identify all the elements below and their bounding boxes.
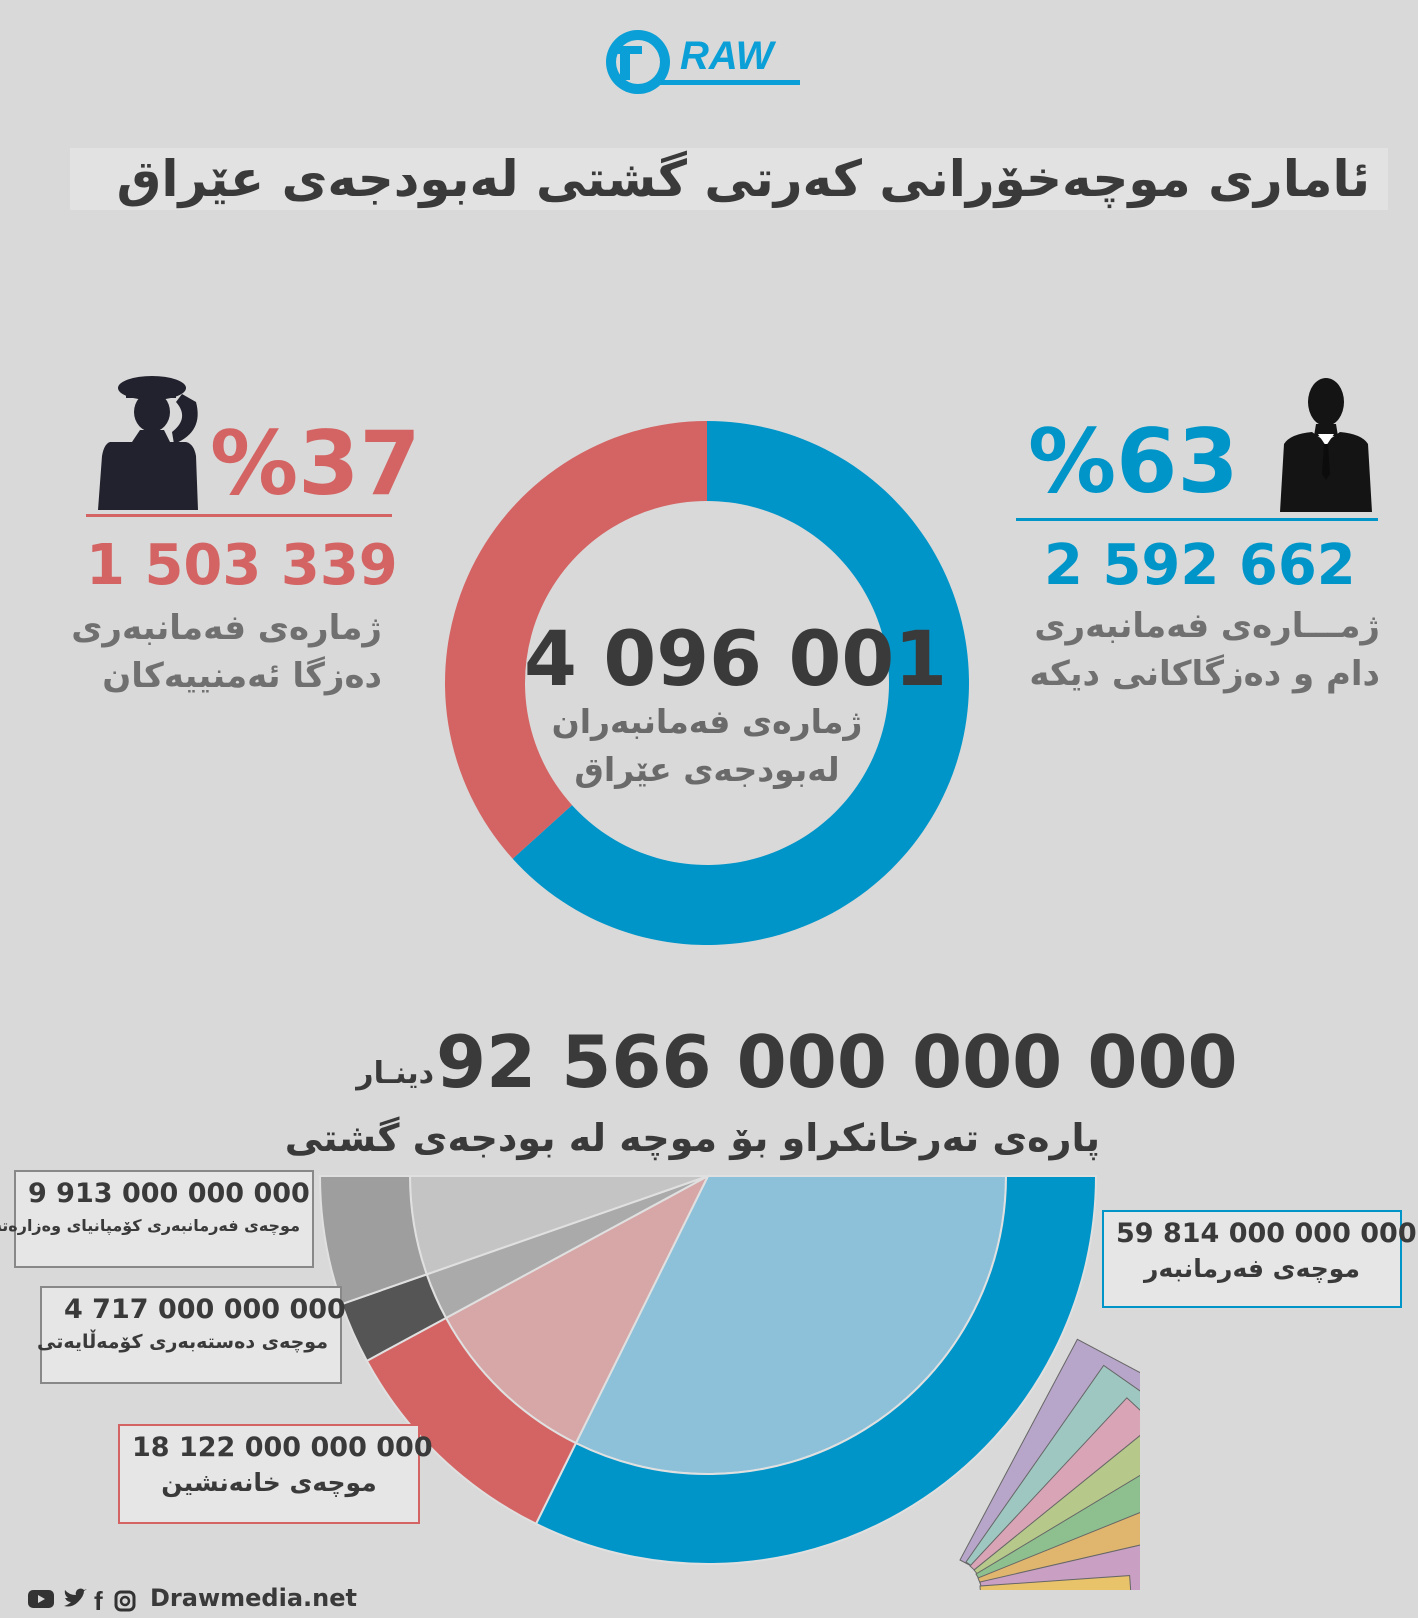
social-box: 4 717 000 000 000 موچەی دەستەبەری کۆمەڵا… [36,1286,346,1384]
twitter-icon[interactable] [62,1588,88,1610]
employees-label: موچەی فەرمانبەر [1144,1254,1360,1283]
budget-label: پارەی تەرخانکراو بۆ موچە لە بودجەی گشتی [284,1116,1100,1160]
civil-count: 2 592 662 [1044,533,1356,598]
banknotes-icon [959,1338,1140,1590]
center-label-1: ژمارەی فەمانبەران [551,702,863,741]
pension-box: 18 122 000 000 000 موچەی خانەنشین [118,1424,433,1524]
civil-percent: %63 [1028,410,1239,513]
center-label-2: لەبودجەی عێراق [574,750,840,789]
half-slice-companies [318,1175,428,1306]
half-inner-pension [444,1173,711,1445]
civil-label-1: ژمـــارەی فەمانبەری [1034,606,1380,646]
social-label: موچەی دەستەبەری کۆمەڵایەتی [36,1331,328,1353]
instagram-icon[interactable] [114,1590,136,1612]
civil-rule [1016,518,1378,521]
budget-unit: دینـار [356,1056,434,1091]
half-slice-social [340,1273,448,1363]
security-label-1: ژمارەی فەمانبەری [71,608,382,648]
companies-label: موچەی فەرمانبەری کۆمپانیای وەزارەتەکان [0,1216,300,1235]
pension-label: موچەی خانەنشین [161,1468,377,1497]
security-count: 1 503 339 [86,533,398,598]
security-percent: %37 [210,412,421,515]
website-link[interactable]: Drawmedia.net [150,1584,357,1612]
companies-box: 9 913 000 000 000 موچەی فەرمانبەری کۆمپا… [0,1170,314,1268]
half-inner-companies [408,1175,709,1276]
social-value: 4 717 000 000 000 [64,1294,346,1325]
saluting-soldier-icon [86,372,216,512]
donut-slice-security [444,421,707,859]
center-total: 4 096 001 [524,614,948,703]
page-title: ئاماری موچەخۆرانی کەرتی گشتی لەبودجەی عێ… [116,150,1370,208]
civil-label-2: دام و دەزگاکانی دیکە [1029,654,1380,694]
logo-text: RAW [680,34,774,78]
youtube-icon[interactable] [28,1590,54,1608]
title-bar [70,148,1388,210]
employees-value: 59 814 000 000 000 [1116,1218,1417,1249]
businessman-icon [1276,374,1376,514]
facebook-icon[interactable]: f [94,1586,103,1616]
employees-donut-chart [444,421,969,945]
security-rule [86,514,392,517]
donut-slice-civil [512,421,969,945]
half-inner-social [425,1175,709,1320]
budget-total: 92 566 000 000 000 [436,1020,1238,1104]
employees-box: 59 814 000 000 000 موچەی فەرمانبەر [1102,1210,1417,1308]
pension-value: 18 122 000 000 000 [132,1432,433,1463]
companies-value: 9 913 000 000 000 [28,1178,310,1209]
security-label-2: دەزگا ئەمنییەکان [102,656,382,696]
draw-logo: RAW [600,20,820,100]
